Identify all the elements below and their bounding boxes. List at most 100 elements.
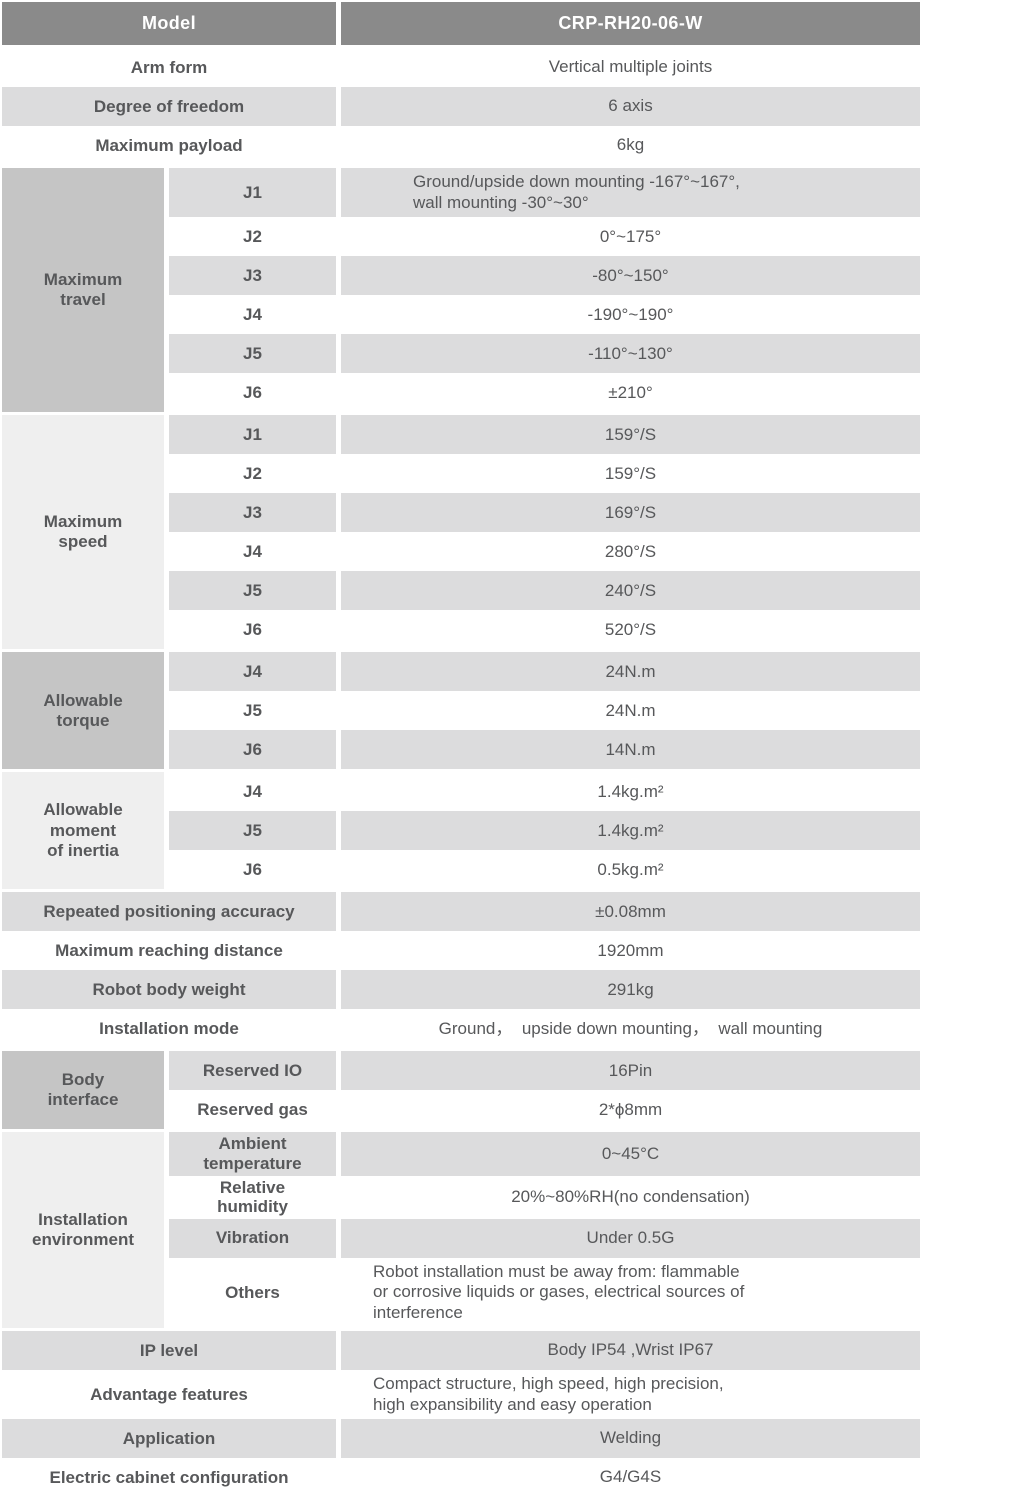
table-row: Application Welding	[2, 1419, 920, 1459]
group-label: Maximum travel	[2, 168, 164, 413]
table-row: J6 0.5kg.m²	[169, 850, 920, 889]
row-value: 2*ϕ8mm	[598, 1099, 663, 1119]
row-label: Others	[225, 1282, 280, 1302]
table-row: J1 159°/S	[169, 415, 920, 455]
rows: IP level Body IP54 ,Wrist IP67 Advantage f…	[2, 1330, 920, 1497]
row-value: 6kg	[616, 135, 645, 155]
table-row: J4 -190°~190°	[169, 295, 920, 334]
row-value: 14N.m	[341, 730, 920, 770]
section-maximum-travel: Maximum travel J1 Ground/upside down mount…	[2, 168, 920, 413]
table-header-row: Model CRP-RH20-06-W	[2, 2, 920, 45]
row-label: Installation mode	[99, 1019, 239, 1039]
table-row: J4 280°/S	[169, 532, 920, 571]
table-row: Arm form Vertical multiple joints	[2, 48, 920, 87]
row-label: J4	[243, 782, 262, 802]
row-value: -80°~150°	[341, 256, 920, 296]
section-body-interface: Body interface Reserved IO 16Pin Reserved g…	[2, 1051, 920, 1130]
table-row: Maximum reaching distance 1920mm	[2, 931, 920, 970]
row-label: J5	[169, 334, 336, 374]
row-label: Arm form	[130, 57, 208, 77]
table-row: Ambient temperature 0~45°C	[169, 1132, 920, 1176]
table-row: J3 169°/S	[169, 493, 920, 533]
row-value: 16Pin	[341, 1051, 920, 1091]
row-label: Repeated positioning accuracy	[2, 892, 336, 932]
table-row: J4 1.4kg.m²	[169, 772, 920, 811]
row-value: -110°~130°	[341, 334, 920, 374]
table-row: Reserved gas 2*ϕ8mm	[169, 1090, 920, 1129]
group-label: Body interface	[2, 1051, 164, 1130]
row-label: Reserved IO	[169, 1051, 336, 1091]
table-row: Electric cabinet configuration G4/G4S	[2, 1458, 920, 1497]
table-row: Robot body weight 291kg	[2, 970, 920, 1010]
row-value: 1.4kg.m²	[341, 811, 920, 851]
table-row: J6 14N.m	[169, 730, 920, 770]
table-row: Others Robot installation must be away fr…	[169, 1258, 920, 1328]
row-label: Maximum reaching distance	[55, 941, 283, 961]
row-value: 24N.m	[341, 652, 920, 692]
table-row: IP level Body IP54 ,Wrist IP67	[2, 1330, 920, 1370]
group-label: Allowable moment of inertia	[2, 772, 164, 890]
row-label: J6	[169, 730, 336, 770]
table-row: J5 -110°~130°	[169, 334, 920, 374]
table-row: J2 159°/S	[169, 454, 920, 493]
rows: J1 Ground/upside down mounting -167°~167°…	[169, 168, 920, 412]
row-value: Compact structure, high speed, high prec…	[373, 1373, 724, 1414]
row-label: Robot body weight	[2, 970, 336, 1010]
row-label: Degree of freedom	[2, 87, 336, 126]
table-row: Advantage features Compact structure, hig…	[2, 1370, 920, 1419]
row-label: J3	[169, 256, 336, 296]
table-row: J2 0°~175°	[169, 217, 920, 256]
row-value: 1920mm	[597, 940, 664, 960]
row-label: J3	[169, 493, 336, 533]
table-row: J5 240°/S	[169, 571, 920, 611]
row-label: J5	[169, 571, 336, 611]
table-row: J1 Ground/upside down mounting -167°~167°…	[169, 168, 920, 218]
row-label: Relative humidity	[217, 1177, 288, 1217]
row-label: J4	[243, 542, 262, 562]
row-label: Vibration	[169, 1218, 336, 1258]
table-row: J6 ±210°	[169, 373, 920, 412]
row-label: J4	[243, 305, 262, 325]
specification-table: Model CRP-RH20-06-W Arm form Vertical mul…	[2, 2, 920, 1497]
row-value: 6 axis	[341, 87, 920, 126]
row-value: Robot installation must be away from: fl…	[373, 1261, 745, 1323]
model-header-label: Model	[2, 2, 336, 45]
section-features: IP level Body IP54 ,Wrist IP67 Advantage f…	[2, 1330, 920, 1497]
table-row: Vibration Under 0.5G	[169, 1218, 920, 1258]
row-value: 0.5kg.m²	[597, 859, 664, 879]
row-value: 0~45°C	[341, 1132, 920, 1176]
table-row: Degree of freedom 6 axis	[2, 87, 920, 126]
row-label: J6	[243, 620, 262, 640]
row-value: 291kg	[341, 970, 920, 1010]
row-value: 159°/S	[341, 415, 920, 455]
rows: J1 159°/S J2 159°/S J3 169°/S J4 280°/S J5 240°/S…	[169, 415, 920, 649]
row-label: Ambient temperature	[169, 1132, 336, 1176]
group-label: Maximum speed	[2, 415, 164, 650]
section-maximum-speed: Maximum speed J1 159°/S J2 159°/S J3 169°/S J4 2…	[2, 415, 920, 650]
table-row: J5 1.4kg.m²	[169, 811, 920, 851]
rows: J4 24N.m J5 24N.m J6 14N.m	[169, 652, 920, 770]
group-label: Installation environment	[2, 1132, 164, 1328]
row-label: IP level	[2, 1330, 336, 1370]
row-label: J5	[243, 701, 262, 721]
table-row: Relative humidity 20%~80%RH(no condensati…	[169, 1176, 920, 1219]
row-value: Ground/upside down mounting -167°~167°, …	[341, 168, 920, 218]
row-value: 159°/S	[604, 463, 657, 483]
row-label: J4	[169, 652, 336, 692]
section-body-specs: Repeated positioning accuracy ±0.08mm Maxi…	[2, 892, 920, 1048]
row-value: 24N.m	[605, 700, 656, 720]
row-label: J1	[169, 168, 336, 218]
row-value: 169°/S	[341, 493, 920, 533]
row-value: Welding	[341, 1419, 920, 1459]
rows: Ambient temperature 0~45°C Relative humidi…	[169, 1132, 920, 1327]
row-value: ±0.08mm	[341, 892, 920, 932]
row-value: ±210°	[608, 382, 653, 402]
table-row: J5 24N.m	[169, 691, 920, 730]
section-allowable-moment-of-inertia: Allowable moment of inertia J4 1.4kg.m² J5 1…	[2, 772, 920, 890]
row-value: 520°/S	[604, 619, 657, 639]
section-general: Arm form Vertical multiple joints Degree o…	[2, 48, 920, 165]
section-allowable-torque: Allowable torque J4 24N.m J5 24N.m J6 14N.m	[2, 652, 920, 770]
row-value: Ground， upside down mounting， wall mount…	[438, 1018, 823, 1038]
table-row: Maximum payload 6kg	[2, 126, 920, 165]
row-label: Advantage features	[90, 1384, 248, 1404]
